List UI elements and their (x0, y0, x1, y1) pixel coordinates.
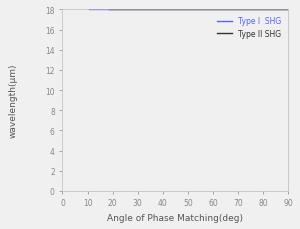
Legend: Type I  SHG, Type II SHG: Type I SHG, Type II SHG (214, 14, 284, 42)
Type I  SHG (87, 9, 91, 12)
Type II SHG (250, 9, 254, 12)
Type II SHG (230, 9, 234, 12)
Type I  SHG (168, 9, 171, 12)
Type II SHG (180, 9, 183, 12)
Type I  SHG (286, 9, 290, 12)
Type II SHG (247, 9, 250, 12)
Type I  SHG (224, 9, 227, 12)
Type II SHG (107, 9, 111, 12)
Type II SHG (125, 9, 129, 12)
Type I  SHG (242, 9, 246, 12)
Type II SHG (186, 9, 190, 12)
Y-axis label: wavelength(μm): wavelength(μm) (8, 64, 17, 138)
Type I  SHG (107, 9, 111, 12)
Type I  SHG (175, 9, 178, 12)
Type I  SHG (246, 9, 250, 12)
Type II SHG (286, 9, 290, 12)
X-axis label: Angle of Phase Matching(deg): Angle of Phase Matching(deg) (107, 213, 243, 222)
